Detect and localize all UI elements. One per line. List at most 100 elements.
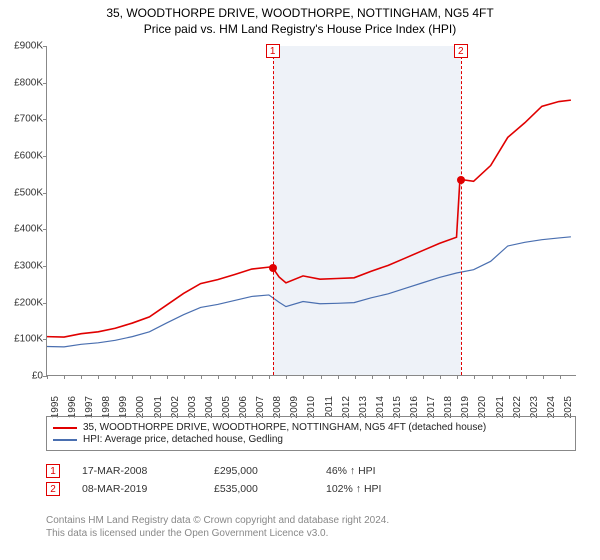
x-tick-label: 2005 — [221, 396, 232, 418]
x-tick-mark — [286, 375, 287, 379]
x-tick-mark — [355, 375, 356, 379]
legend-box: 35, WOODTHORPE DRIVE, WOODTHORPE, NOTTIN… — [46, 416, 576, 451]
x-tick-label: 2011 — [324, 396, 335, 418]
x-tick-label: 2008 — [272, 396, 283, 418]
sale-num-badge: 2 — [46, 482, 60, 496]
footnote: Contains HM Land Registry data © Crown c… — [46, 514, 576, 540]
x-tick-label: 1996 — [67, 396, 78, 418]
sale-hpi: 46% ↑ HPI — [326, 465, 446, 477]
x-tick-mark — [303, 375, 304, 379]
legend-row: HPI: Average price, detached house, Gedl… — [53, 434, 569, 445]
x-tick-label: 2012 — [341, 396, 352, 418]
x-tick-mark — [64, 375, 65, 379]
footnote-line1: Contains HM Land Registry data © Crown c… — [46, 514, 576, 527]
x-tick-label: 2002 — [170, 396, 181, 418]
y-tick-label: £100K — [1, 334, 43, 345]
y-tick-label: £300K — [1, 261, 43, 272]
chart-lines — [47, 46, 576, 375]
y-tick-label: £600K — [1, 151, 43, 162]
x-tick-mark — [338, 375, 339, 379]
x-tick-mark — [115, 375, 116, 379]
x-tick-label: 1999 — [118, 396, 129, 418]
y-tick-label: £500K — [1, 187, 43, 198]
y-tick-label: £200K — [1, 297, 43, 308]
legend-swatch — [53, 439, 77, 441]
y-tick-label: £0 — [1, 371, 43, 382]
title-sub: Price paid vs. HM Land Registry's House … — [10, 22, 590, 36]
x-tick-label: 2015 — [392, 396, 403, 418]
x-tick-label: 2018 — [443, 396, 454, 418]
y-tick-mark — [43, 229, 47, 230]
x-tick-label: 2013 — [358, 396, 369, 418]
legend-swatch — [53, 427, 77, 429]
x-tick-mark — [526, 375, 527, 379]
x-tick-mark — [150, 375, 151, 379]
x-tick-mark — [269, 375, 270, 379]
sale-row: 117-MAR-2008£295,00046% ↑ HPI — [46, 464, 576, 478]
y-tick-mark — [43, 46, 47, 47]
x-tick-label: 2019 — [460, 396, 471, 418]
x-tick-mark — [543, 375, 544, 379]
y-tick-mark — [43, 303, 47, 304]
x-tick-label: 2025 — [563, 396, 574, 418]
x-tick-label: 2006 — [238, 396, 249, 418]
x-tick-mark — [235, 375, 236, 379]
sale-price: £535,000 — [214, 483, 304, 495]
x-tick-mark — [457, 375, 458, 379]
y-tick-label: £400K — [1, 224, 43, 235]
x-tick-mark — [252, 375, 253, 379]
sale-date: 08-MAR-2019 — [82, 483, 192, 495]
x-tick-label: 1995 — [50, 396, 61, 418]
sale-hpi: 102% ↑ HPI — [326, 483, 446, 495]
x-tick-label: 1998 — [101, 396, 112, 418]
y-tick-mark — [43, 83, 47, 84]
sale-dot — [457, 176, 465, 184]
legend-row: 35, WOODTHORPE DRIVE, WOODTHORPE, NOTTIN… — [53, 422, 569, 433]
x-tick-label: 2010 — [306, 396, 317, 418]
y-tick-mark — [43, 266, 47, 267]
x-tick-label: 2024 — [546, 396, 557, 418]
sale-vline-marker: 1 — [266, 44, 280, 58]
x-tick-mark — [184, 375, 185, 379]
y-tick-mark — [43, 119, 47, 120]
x-tick-mark — [372, 375, 373, 379]
sale-dot — [269, 264, 277, 272]
x-tick-mark — [509, 375, 510, 379]
plot-region: £0£100K£200K£300K£400K£500K£600K£700K£80… — [46, 46, 576, 376]
x-tick-mark — [98, 375, 99, 379]
legend-label: 35, WOODTHORPE DRIVE, WOODTHORPE, NOTTIN… — [83, 422, 486, 433]
y-tick-label: £700K — [1, 114, 43, 125]
x-tick-label: 2009 — [289, 396, 300, 418]
x-tick-mark — [321, 375, 322, 379]
y-tick-label: £900K — [1, 41, 43, 52]
x-tick-label: 2023 — [529, 396, 540, 418]
x-tick-mark — [81, 375, 82, 379]
x-tick-mark — [406, 375, 407, 379]
series-property — [47, 100, 571, 337]
y-tick-mark — [43, 339, 47, 340]
x-tick-label: 2016 — [409, 396, 420, 418]
chart-title-block: 35, WOODTHORPE DRIVE, WOODTHORPE, NOTTIN… — [0, 0, 600, 38]
x-tick-mark — [132, 375, 133, 379]
legend-label: HPI: Average price, detached house, Gedl… — [83, 434, 283, 445]
x-tick-mark — [474, 375, 475, 379]
sale-price: £295,000 — [214, 465, 304, 477]
x-tick-label: 2014 — [375, 396, 386, 418]
x-tick-mark — [218, 375, 219, 379]
title-main: 35, WOODTHORPE DRIVE, WOODTHORPE, NOTTIN… — [10, 6, 590, 20]
sale-date: 17-MAR-2008 — [82, 465, 192, 477]
sale-vline — [461, 46, 462, 375]
x-tick-mark — [423, 375, 424, 379]
x-tick-label: 2000 — [135, 396, 146, 418]
y-tick-mark — [43, 193, 47, 194]
x-tick-mark — [47, 375, 48, 379]
x-tick-mark — [492, 375, 493, 379]
sale-row: 2 08-MAR-2019 £535,000 102% ↑ HPI — [46, 482, 576, 496]
x-tick-label: 1997 — [84, 396, 95, 418]
chart-area: £0£100K£200K£300K£400K£500K£600K£700K£80… — [46, 46, 576, 376]
x-tick-label: 2004 — [204, 396, 215, 418]
x-tick-mark — [440, 375, 441, 379]
x-tick-label: 2007 — [255, 396, 266, 418]
x-tick-mark — [167, 375, 168, 379]
sale-vline — [273, 46, 274, 375]
